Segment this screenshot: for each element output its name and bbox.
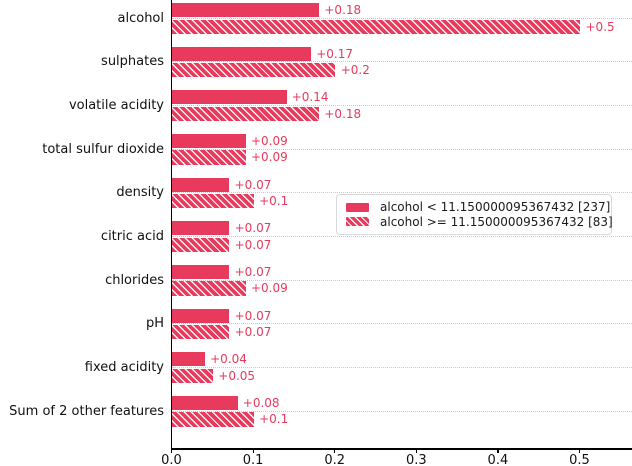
bar-cohort2	[172, 281, 246, 296]
legend-swatch-solid-icon	[346, 202, 369, 212]
x-tick-label: 0.3	[405, 452, 427, 466]
x-tick	[578, 449, 581, 454]
bar-cohort2	[172, 19, 581, 34]
y-tick-label: fixed acidity	[84, 360, 164, 376]
y-gridline	[171, 366, 632, 368]
bar-cohort2	[172, 237, 230, 252]
bar-cohort1	[172, 46, 312, 61]
x-tick-label: 0.0	[161, 452, 182, 466]
y-tick-label: chlorides	[105, 272, 164, 288]
bar-cohort2	[172, 63, 336, 78]
bar-value-label: +0.18	[324, 2, 362, 17]
bar-cohort1	[172, 133, 246, 149]
bar-value-label: +0.09	[250, 133, 288, 148]
y-tick-label: alcohol	[117, 10, 164, 26]
bar-value-label: +0.1	[259, 412, 289, 427]
x-tick	[252, 449, 254, 454]
y-gridline	[171, 192, 632, 194]
bar-cohort2	[172, 412, 254, 427]
x-tick-label: 0.4	[487, 452, 509, 466]
x-tick	[415, 449, 417, 454]
bar-cohort2	[172, 325, 230, 340]
x-tick	[170, 449, 173, 454]
bar-value-label: +0.2	[340, 63, 370, 78]
legend-label: alcohol >= 11.150000095367432 [83]	[380, 214, 613, 229]
x-tick	[497, 449, 499, 454]
bar-value-label: +0.1	[259, 194, 289, 209]
y-gridline	[171, 148, 632, 150]
bar-value-label: +0.07	[234, 325, 272, 340]
bar-value-label: +0.07	[234, 221, 272, 236]
bar-value-label: +0.08	[242, 395, 280, 410]
bar-cohort2	[172, 106, 320, 121]
y-tick-label: citric acid	[100, 229, 164, 245]
y-gridline	[171, 105, 632, 107]
bar-cohort1	[172, 352, 205, 367]
y-tick-label: sulphates	[101, 54, 164, 70]
bar-value-label: +0.04	[210, 352, 247, 367]
y-tick-label: Sum of 2 other features	[9, 403, 164, 419]
bar-value-label: +0.17	[316, 46, 353, 61]
bar-value-label: +0.14	[291, 90, 329, 105]
x-tick-label: 0.1	[242, 452, 264, 466]
bar-cohort1	[172, 177, 230, 192]
bar-value-label: +0.07	[234, 264, 272, 279]
y-gridline	[171, 17, 632, 19]
y-gridline	[171, 236, 632, 237]
y-tick-label: density	[116, 185, 164, 201]
bar-cohort2	[172, 150, 246, 165]
bar-value-label: +0.5	[585, 19, 615, 34]
y-gridline	[171, 323, 632, 325]
bar-value-label: +0.07	[234, 177, 272, 192]
y-tick-label: total sulfur dioxide	[42, 141, 164, 157]
bar-value-label: +0.18	[324, 106, 362, 121]
x-tick-label: 0.2	[324, 452, 346, 466]
legend-entry-cohort2: alcohol >= 11.150000095367432 [83]	[346, 215, 613, 229]
bar-value-label: +0.09	[250, 150, 288, 165]
y-tick-label: pH	[145, 316, 164, 332]
bar-cohort1	[172, 308, 230, 323]
legend-swatch-hatched-icon	[346, 217, 369, 227]
legend-entry-cohort1: alcohol < 11.150000095367432 [237]	[346, 200, 610, 214]
bar-cohort1	[172, 90, 287, 105]
legend-label: alcohol < 11.150000095367432 [237]	[380, 200, 611, 215]
x-tick	[334, 449, 336, 454]
bar-cohort1	[172, 264, 230, 280]
bar-cohort2	[172, 194, 254, 209]
legend: alcohol < 11.150000095367432 [237] alcoh…	[336, 194, 613, 235]
y-tick-label: volatile acidity	[68, 98, 164, 114]
bar-cohort1	[172, 395, 238, 411]
bar-cohort1	[172, 2, 320, 18]
y-axis-spine	[170, 0, 173, 450]
y-gridline	[171, 410, 632, 412]
x-tick-label: 0.5	[569, 452, 590, 466]
bar-value-label: +0.05	[218, 368, 256, 383]
bar-cohort2	[172, 368, 214, 383]
y-gridline	[171, 279, 632, 281]
x-axis-spine	[170, 448, 632, 450]
y-gridline	[171, 61, 632, 63]
bar-value-label: +0.09	[250, 281, 288, 296]
bar-value-label: +0.07	[234, 237, 272, 252]
bar-value-label: +0.07	[234, 308, 272, 323]
bar-cohort1	[172, 221, 230, 236]
